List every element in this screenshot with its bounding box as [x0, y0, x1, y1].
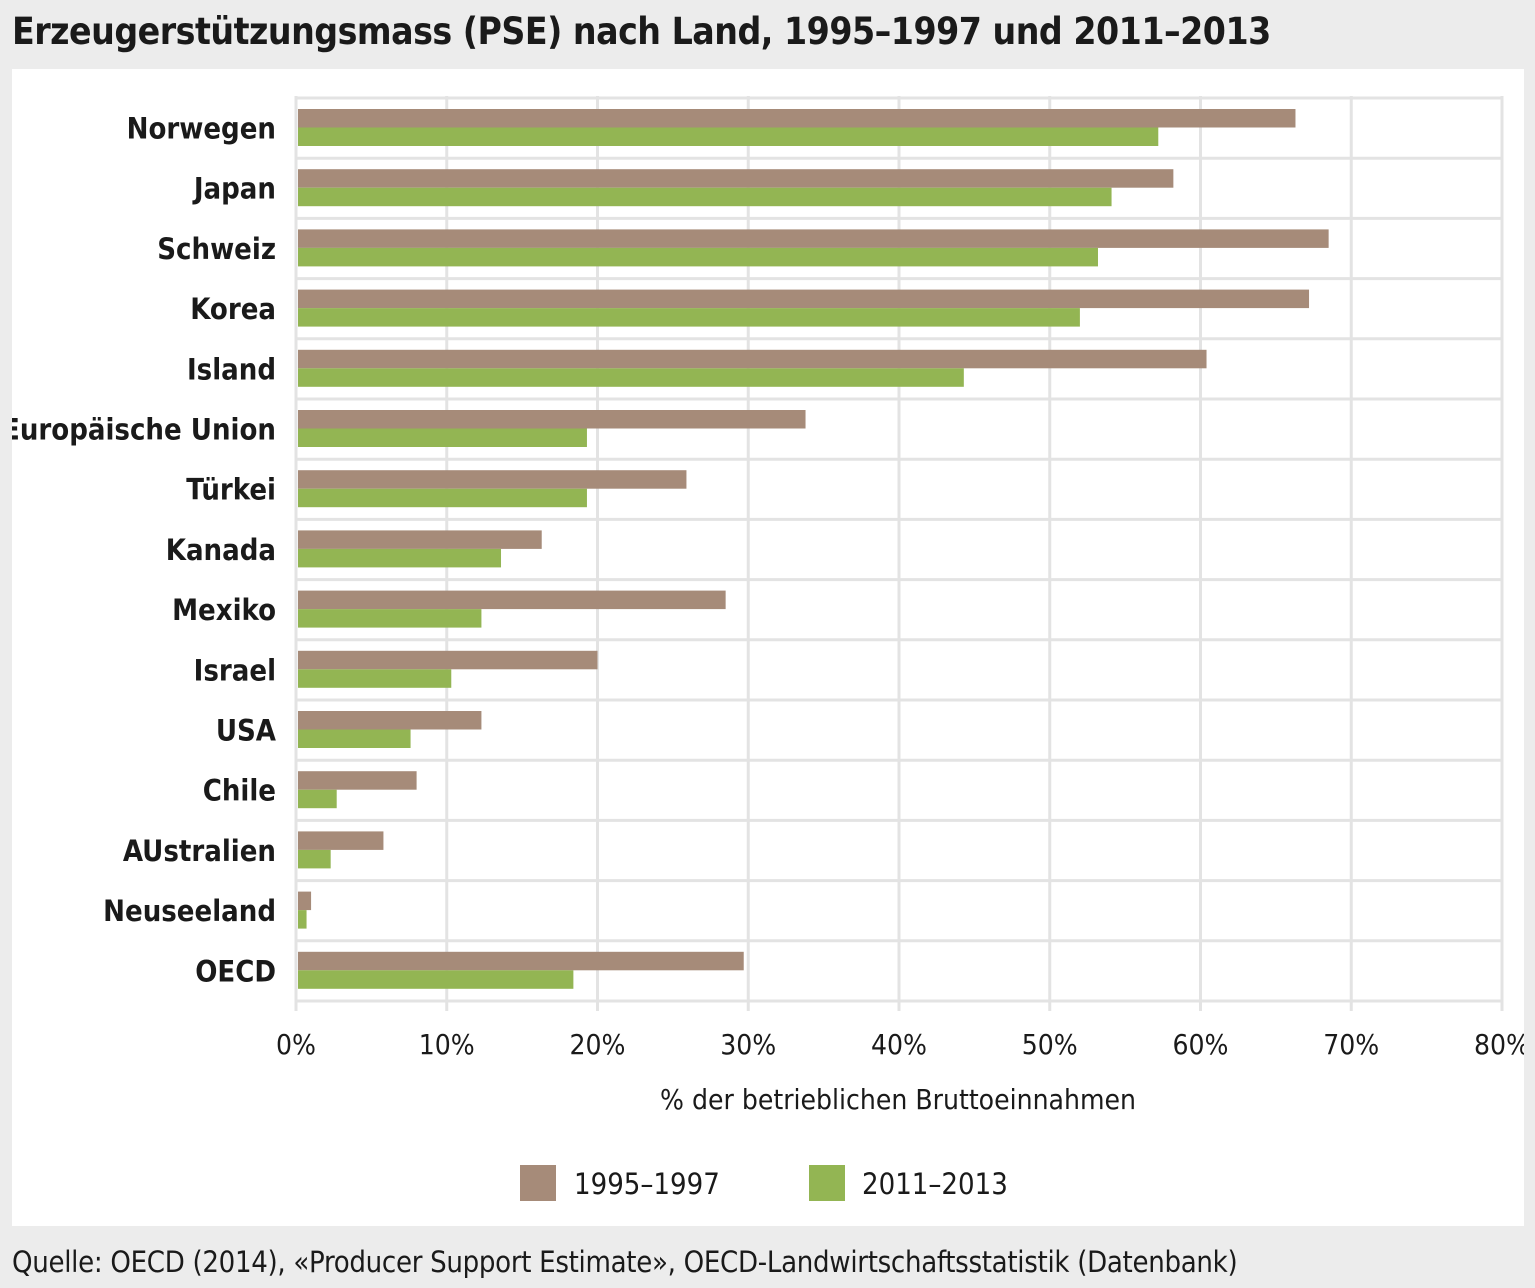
x-tick-label: 80%: [1474, 1028, 1524, 1061]
x-tick-label: 0%: [276, 1028, 316, 1061]
category-label: OECD: [195, 954, 276, 988]
category-label: Kanada: [166, 533, 276, 567]
x-tick-label: 20%: [570, 1028, 626, 1061]
bar-1995-1997: [298, 109, 1296, 128]
legend-label: 1995–1997: [574, 1167, 720, 1201]
legend-swatch-2011-2013: [809, 1165, 845, 1201]
legend-swatch-1995-1997: [520, 1165, 556, 1201]
category-label: Europäische Union: [12, 413, 276, 447]
bar-2011-2013: [298, 548, 502, 568]
bar-2011-2013: [298, 910, 307, 929]
category-label: Chile: [203, 774, 276, 808]
bar-1995-1997: [298, 951, 744, 971]
legend-label: 2011–2013: [862, 1167, 1008, 1201]
category-label: Israel: [194, 653, 276, 687]
bar-1995-1997: [298, 530, 542, 549]
bar-2011-2013: [298, 669, 452, 688]
bar-2011-2013: [298, 970, 574, 989]
source-note: Quelle: OECD (2014), «Producer Support E…: [12, 1245, 1238, 1279]
bar-1995-1997: [298, 711, 482, 730]
bar-1995-1997: [298, 590, 726, 610]
bar-1995-1997: [298, 349, 1207, 369]
bar-1995-1997: [298, 650, 598, 670]
x-tick-label: 10%: [419, 1028, 475, 1061]
bar-2011-2013: [298, 428, 587, 447]
bar-1995-1997: [298, 891, 312, 911]
bar-1995-1997: [298, 771, 417, 790]
x-tick-label: 70%: [1323, 1028, 1379, 1061]
category-label: Schweiz: [157, 232, 276, 266]
bar-1995-1997: [298, 169, 1174, 188]
category-label: Korea: [190, 292, 276, 326]
category-label: USA: [216, 714, 277, 748]
bar-2011-2013: [298, 789, 337, 809]
bar-2011-2013: [298, 308, 1080, 327]
category-label: Neuseeland: [103, 894, 276, 928]
category-label: Mexiko: [172, 593, 276, 627]
bar-2011-2013: [298, 729, 411, 748]
x-tick-label: 30%: [720, 1028, 776, 1061]
bar-2011-2013: [298, 247, 1098, 267]
bar-1995-1997: [298, 229, 1329, 248]
x-tick-label: 60%: [1173, 1028, 1229, 1061]
bar-chart: Norwegen Japan Schweiz Korea Island Europäisc…: [12, 96, 1524, 1201]
bar-2011-2013: [298, 609, 482, 628]
bar-1995-1997: [298, 410, 806, 429]
bar-1995-1997: [298, 470, 687, 489]
category-label: Norwegen: [127, 112, 276, 146]
chart-title: Erzeugerstützungsmass (PSE) nach Land, 1…: [12, 10, 1271, 53]
bar-2011-2013: [298, 187, 1112, 207]
category-label: Island: [187, 352, 276, 386]
chart-panel: Norwegen Japan Schweiz Korea Island Europäisc…: [12, 69, 1524, 1226]
bar-1995-1997: [298, 831, 384, 850]
x-axis-label: % der betrieblichen Bruttoeinnahmen: [660, 1083, 1136, 1116]
category-label: Türkei: [186, 473, 276, 507]
bar-1995-1997: [298, 289, 1310, 309]
bar-2011-2013: [298, 849, 331, 869]
bar-2011-2013: [298, 488, 587, 508]
bar-2011-2013: [298, 127, 1159, 146]
x-tick-label: 50%: [1022, 1028, 1078, 1061]
category-label: Japan: [192, 172, 276, 206]
x-tick-label: 40%: [871, 1028, 927, 1061]
category-label: AUstralien: [123, 834, 276, 868]
bar-2011-2013: [298, 368, 964, 387]
